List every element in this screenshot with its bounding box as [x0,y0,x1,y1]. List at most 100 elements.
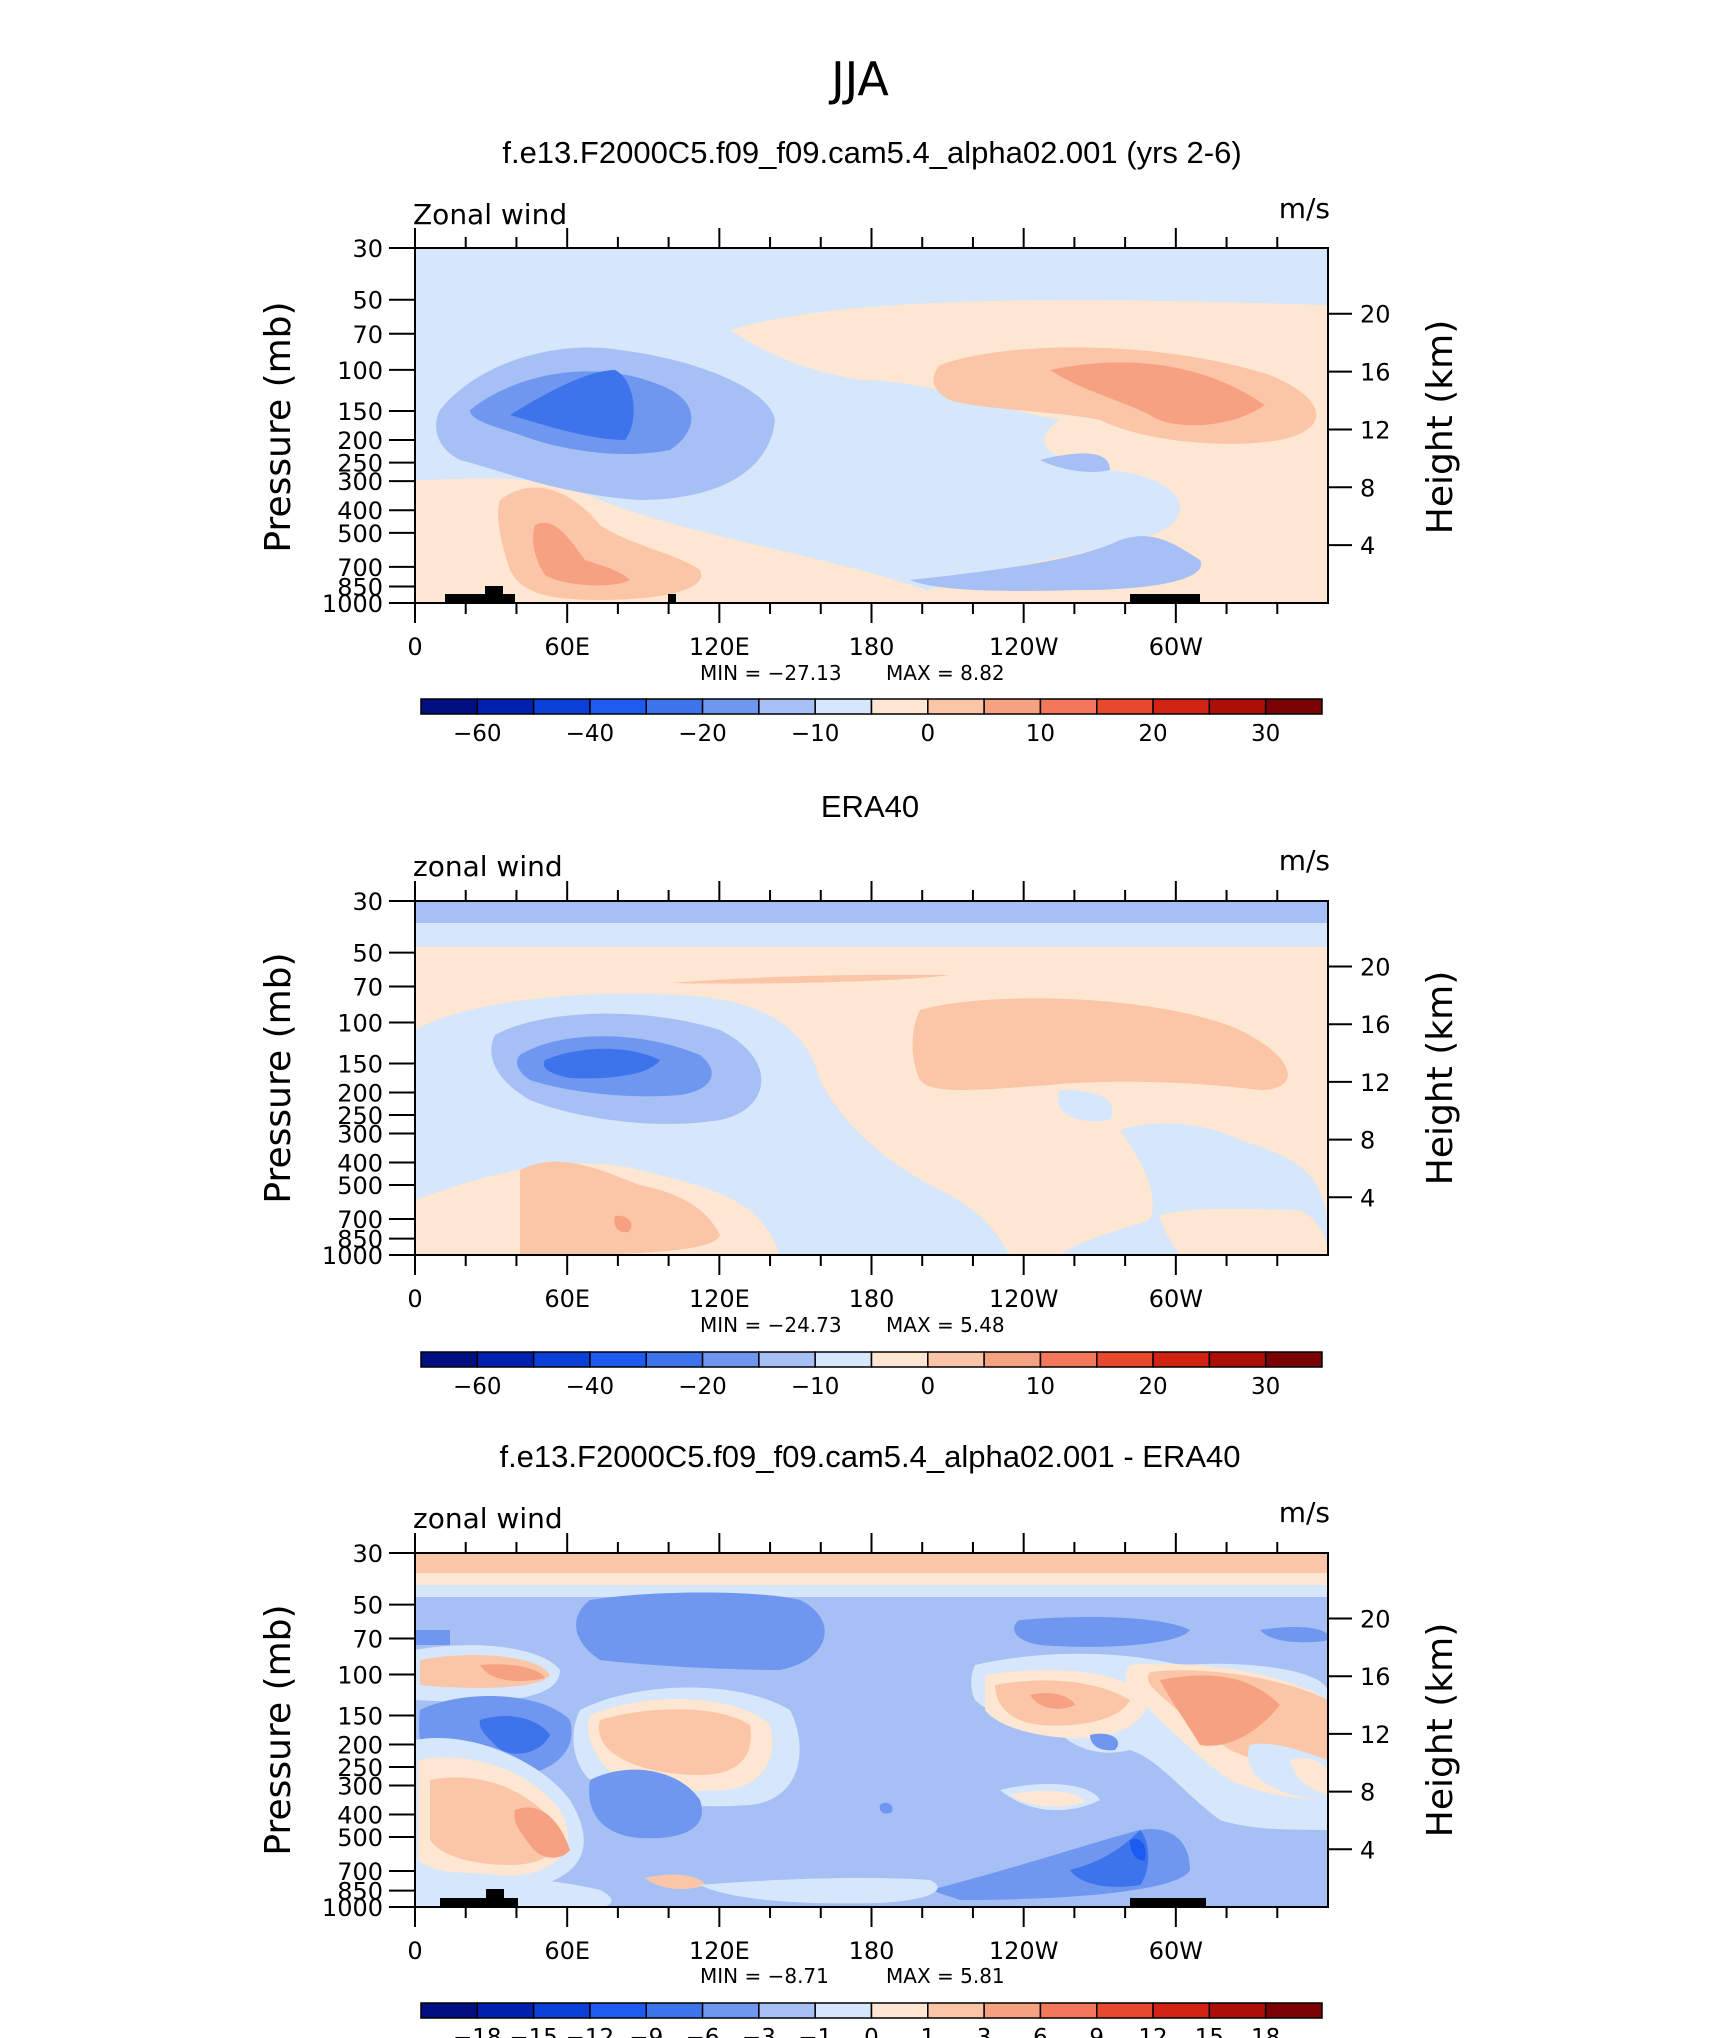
x-tick-label: 60E [544,1285,590,1313]
colorbar-swatch [420,2002,479,2019]
x-tick-label: 0 [407,1937,422,1965]
x-tick-label: 120W [989,1937,1059,1965]
panel-model: f.e13.F2000C5.f09_f09.cam5.4_alpha02.001… [258,135,1461,685]
y-axis-right-label: Height (km) [1420,320,1461,534]
colorbar-swatch [1152,1351,1211,1368]
colorbar-swatch [1264,698,1323,715]
y-tick-label: 850 [337,574,383,602]
colorbar-label: 20 [1138,721,1167,747]
x-tick-label: 60E [544,1937,590,1965]
variable-label: zonal wind [413,1502,563,1535]
colorbar-label: 9 [1089,2025,1104,2038]
y-tick-label: 200 [337,427,383,455]
y-right-tick-label: 4 [1360,532,1375,560]
y-axis-label: Pressure (mb) [258,952,299,1203]
colorbar-label: −10 [791,1374,840,1400]
y-tick-label: 50 [352,287,383,315]
colorbar-swatch [1208,2002,1267,2019]
colorbar-swatch [1152,2002,1211,2019]
y-tick-label: 30 [352,888,383,916]
y-axis-label: Pressure (mb) [258,1604,299,1855]
colorbar-swatch [870,1351,929,1368]
y-right-tick-label: 20 [1360,301,1391,329]
min-label: MIN = −24.73 [700,1313,842,1337]
colorbar-swatch [758,698,816,715]
colorbar-swatch [1152,698,1211,715]
colorbar-swatch [927,2002,985,2019]
x-tick-label: 180 [849,633,895,661]
contour-negative-region [879,1802,893,1814]
topography [440,1889,1206,1907]
x-tick-label: 120W [989,1285,1059,1313]
colorbar-label: 1 [920,2025,935,2038]
y-right-tick-label: 20 [1360,1606,1391,1634]
y-tick-label: 250 [337,1102,383,1130]
colorbar-swatch [420,1351,479,1368]
x-tick-label: 60W [1149,633,1203,661]
x-tick-label: 60E [544,633,590,661]
colorbar-label: 30 [1251,721,1280,747]
y-tick-label: 500 [337,1824,383,1852]
colorbar-label: −9 [629,2025,663,2038]
units-label: m/s [1279,192,1330,225]
colorbar-swatch [1096,2002,1154,2019]
y-right-tick-label: 12 [1360,1069,1391,1097]
contour-positive-region [520,1161,720,1255]
y-tick-label: 500 [337,1172,383,1200]
y-axis-right-label: Height (km) [1420,1623,1461,1837]
y-tick-label: 100 [337,1010,383,1038]
colorbar-label: −10 [791,721,840,747]
colorbar-label: −12 [566,2025,615,2038]
colorbar-swatch [1039,2002,1098,2019]
contour-negative-region [1058,1090,1113,1122]
y-right-tick-label: 4 [1360,1184,1375,1212]
colorbar-label: 6 [1033,2025,1048,2038]
contour-positive-region [912,998,1288,1090]
y-tick-label: 700 [337,1206,383,1234]
y-tick-label: 100 [337,357,383,385]
colorbar: −60 −40 −20 −10 0 10 20 30 [420,1351,1323,1400]
max-label: MAX = 5.48 [886,1313,1005,1337]
y-tick-label: 300 [337,1120,383,1148]
colorbar-swatch [927,1351,985,1368]
contour-field [415,248,1328,603]
y-right-tick-label: 8 [1360,474,1375,502]
colorbar-swatch [476,698,535,715]
colorbar-label: −40 [566,721,615,747]
x-tick-label: 0 [407,1285,422,1313]
x-tick-label: 180 [849,1285,895,1313]
x-tick-label: 120E [689,1285,750,1313]
contour-negative-region [589,1769,702,1839]
y-tick-label: 50 [352,940,383,968]
colorbar-swatch [476,2002,535,2019]
y-tick-label: 200 [337,1732,383,1760]
colorbar-swatch [701,2002,760,2019]
colorbar-swatch [701,698,760,715]
colorbar-label: 0 [920,1374,935,1400]
y-tick-label: 30 [352,1540,383,1568]
x-tick-label: 60W [1149,1285,1203,1313]
x-tick-label: 120E [689,1937,750,1965]
contour-negative-region [576,1592,825,1670]
colorbar-swatch [814,1351,873,1368]
contour-negative-region [1070,1830,1149,1887]
colorbar-label: −18 [453,2025,502,2038]
contour-positive-region [598,1709,751,1775]
y-tick-label: 250 [337,1754,383,1782]
colorbar-label: 30 [1251,1374,1280,1400]
colorbar-label: −20 [678,1374,727,1400]
y-tick-label: 100 [337,1662,383,1690]
panel-era40: ERA40 zonal wind m/s 3050701001502002503… [258,789,1461,1337]
y-axis-label: Pressure (mb) [258,301,299,552]
colorbar-swatch [870,2002,929,2019]
colorbar-swatch [701,1351,760,1368]
y-tick-label: 1000 [322,590,383,618]
contour-negative-region [910,536,1202,591]
colorbar-swatch [983,2002,1042,2019]
y-tick-label: 850 [337,1878,383,1906]
y-tick-label: 400 [337,1801,383,1829]
colorbar-label: −60 [453,1374,502,1400]
colorbar-swatch [476,1351,535,1368]
